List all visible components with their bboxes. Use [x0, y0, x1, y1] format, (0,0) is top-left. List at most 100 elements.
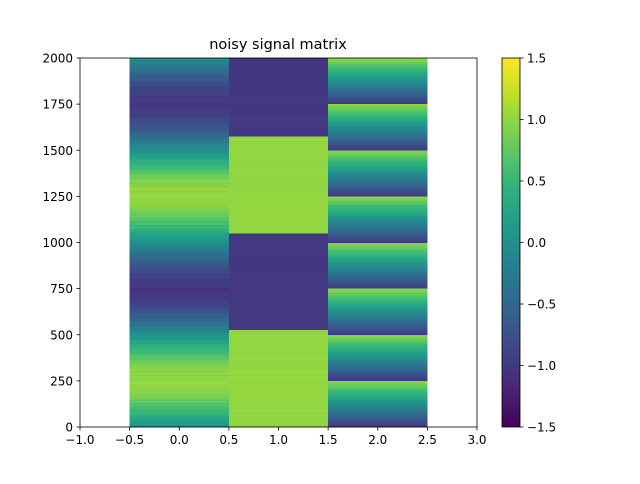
heatmap-cell — [228, 132, 329, 134]
heatmap-cell — [228, 148, 329, 150]
heatmap-cell — [228, 423, 329, 425]
heatmap-cell — [328, 225, 428, 227]
heatmap-cell — [129, 271, 229, 273]
heatmap-cell — [328, 411, 428, 413]
heatmap-cell — [129, 181, 229, 183]
heatmap-cell — [228, 103, 329, 105]
heatmap-cell — [228, 384, 329, 387]
heatmap-cell — [228, 224, 329, 226]
heatmap-cell — [228, 269, 329, 271]
heatmap-cell — [129, 294, 229, 296]
heatmap-cell — [228, 340, 329, 342]
heatmap-cell — [328, 191, 428, 193]
heatmap-cell — [129, 306, 229, 308]
heatmap-cell — [328, 235, 428, 237]
heatmap-cell — [328, 362, 428, 364]
heatmap-cell — [328, 412, 428, 414]
heatmap-cell — [228, 411, 329, 413]
heatmap-cell — [328, 80, 428, 82]
heatmap-cell — [228, 199, 329, 201]
heatmap-cell — [328, 350, 428, 353]
heatmap-cell — [129, 188, 229, 190]
heatmap-cell — [228, 94, 329, 96]
heatmap-cell — [129, 399, 229, 401]
heatmap-cell — [228, 163, 329, 165]
heatmap-cell — [129, 337, 229, 339]
heatmap-cell — [228, 83, 329, 85]
heatmap-cell — [328, 217, 428, 219]
heatmap-cell — [129, 114, 229, 116]
heatmap-cell — [328, 313, 428, 315]
heatmap-cell — [228, 343, 329, 345]
heatmap-cell — [228, 326, 329, 328]
heatmap-cell — [228, 288, 329, 290]
heatmap-cell — [228, 329, 329, 331]
heatmap-cell — [228, 366, 329, 368]
heatmap-cell — [228, 403, 329, 405]
heatmap-cell — [228, 324, 329, 326]
heatmap-cell — [129, 66, 229, 68]
heatmap-cell — [129, 149, 229, 151]
heatmap-cell — [129, 245, 229, 247]
heatmap-cell — [129, 135, 229, 137]
heatmap-cell — [129, 359, 229, 361]
heatmap-cell — [129, 317, 229, 319]
heatmap-cell — [228, 59, 329, 61]
heatmap-cell — [328, 149, 428, 151]
heatmap-cell — [129, 221, 229, 223]
heatmap-cell — [328, 170, 428, 172]
heatmap-cell — [328, 223, 428, 225]
heatmap-cell — [129, 219, 229, 221]
heatmap-cell — [228, 157, 329, 159]
heatmap-cell — [228, 362, 329, 364]
heatmap-cell — [129, 342, 229, 344]
heatmap-cell — [129, 59, 229, 61]
heatmap-cell — [328, 109, 428, 111]
heatmap-column — [228, 58, 329, 428]
heatmap-cell — [129, 322, 229, 324]
heatmap-cell — [328, 229, 428, 231]
heatmap-cell — [228, 78, 329, 80]
heatmap-cell — [129, 356, 229, 358]
heatmap-cell — [328, 75, 428, 77]
heatmap-cell — [228, 415, 329, 417]
heatmap-cell — [129, 159, 229, 161]
heatmap-cell — [328, 82, 428, 84]
heatmap-cell — [228, 125, 329, 127]
heatmap-cell — [129, 389, 229, 391]
heatmap-cell — [228, 235, 329, 237]
heatmap-cell — [328, 376, 428, 378]
heatmap-cell — [328, 122, 428, 124]
heatmap-cell — [129, 382, 229, 384]
heatmap-cell — [129, 93, 229, 95]
heatmap-cell — [328, 418, 428, 420]
heatmap-cell — [228, 407, 329, 409]
heatmap-cell — [228, 399, 329, 401]
heatmap-cell — [228, 283, 329, 285]
heatmap-cell — [129, 196, 229, 198]
heatmap-cell — [129, 353, 229, 355]
heatmap-cell — [129, 122, 229, 125]
heatmap-cell — [129, 218, 229, 220]
heatmap-cell — [328, 150, 428, 153]
heatmap-cell — [129, 249, 229, 251]
heatmap-cell — [228, 262, 329, 264]
heatmap-cell — [228, 350, 329, 353]
heatmap-cell — [228, 176, 329, 178]
heatmap-cell — [328, 226, 428, 228]
heatmap-cell — [328, 134, 428, 136]
heatmap-cell — [129, 274, 229, 277]
heatmap-cell — [328, 107, 428, 109]
heatmap-cell — [129, 224, 229, 226]
heatmap-cell — [228, 246, 329, 249]
heatmap-cell — [328, 227, 428, 229]
heatmap-cell — [129, 167, 229, 170]
heatmap-cell — [328, 396, 428, 398]
heatmap-cell — [328, 303, 428, 305]
heatmap-cell — [228, 184, 329, 186]
heatmap-cell — [129, 264, 229, 266]
heatmap-cell — [129, 114, 229, 116]
heatmap-cell — [228, 277, 329, 280]
heatmap-cell — [228, 400, 329, 402]
heatmap-cell — [129, 133, 229, 135]
